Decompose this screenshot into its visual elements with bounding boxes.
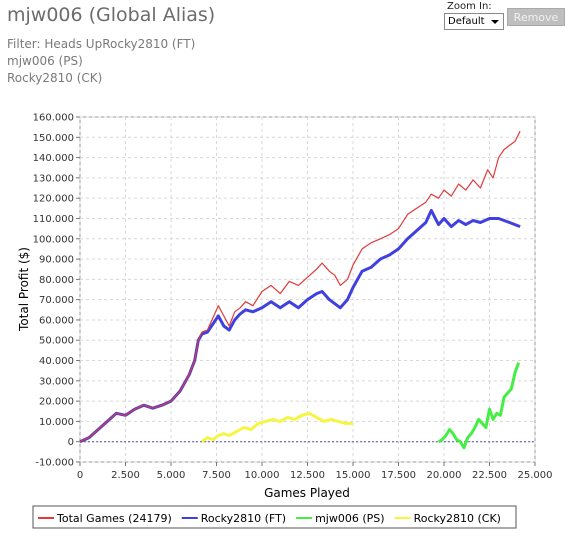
y-tick-label: 70.000 [39,295,74,306]
chevron-down-icon [491,20,499,24]
filter-line-3: Rocky2810 (CK) [7,71,103,85]
y-tick-label: 10.000 [39,417,74,428]
y-tick-label: 140.000 [33,153,74,164]
y-tick-label: 20.000 [39,397,74,408]
x-tick-label: 7.500 [202,470,231,481]
x-tick-label: 20.000 [427,470,462,481]
filter-line-1: Filter: Heads UpRocky2810 (FT) [7,37,196,51]
legend: Total Games (24179) Rocky2810 (FT) mjw006 … [38,512,501,525]
y-tick-label: 100.000 [33,234,74,245]
x-tick-label: 15.000 [336,470,371,481]
series-line [437,362,521,450]
y-axis-label: Total Profit ($) [17,247,31,332]
x-tick-label: 10.000 [245,470,280,481]
y-tick-label: 0 [68,437,74,448]
plot-area [79,116,536,463]
legend-box [32,505,517,529]
legend-label: Rocky2810 (FT) [201,512,286,525]
series-lines [79,130,535,450]
y-tick-label: 150.000 [33,133,74,144]
x-tick-label: 0 [77,470,83,481]
y-tick-label: 160.000 [33,113,74,124]
remove-button[interactable]: Remove [507,8,565,26]
axis-ticks: 0 2.500 5.000 7.500 10.000 12.500 15.000 17.500… [33,113,553,482]
grid-lines [79,116,536,463]
x-tick-label: 2.500 [111,470,140,481]
series-line [201,411,353,443]
y-tick-label: 40.000 [39,356,74,367]
y-tick-label: 50.000 [39,336,74,347]
x-tick-label: 22.500 [472,470,507,481]
x-tick-label: 17.500 [381,470,416,481]
y-tick-label: 60.000 [39,315,74,326]
y-tick-label: -10.000 [35,458,74,469]
zoom-select-value: Default [448,16,485,27]
y-tick-label: 110.000 [33,214,74,225]
filter-line-2: mjw006 (PS) [7,54,83,68]
zoom-label: Zoom In: [447,1,492,12]
x-axis-label: Games Played [264,486,350,500]
x-tick-label: 25.000 [518,470,553,481]
series-line [79,130,521,443]
y-tick-label: 90.000 [39,255,74,266]
legend-label: Total Games (24179) [56,512,172,525]
page-title: mjw006 (Global Alias) [7,4,216,26]
x-tick-label: 12.500 [290,470,325,481]
y-tick-label: 130.000 [33,173,74,184]
legend-label: Rocky2810 (CK) [414,512,501,525]
legend-label: mjw006 (PS) [315,512,384,525]
zoom-select[interactable]: Default [444,13,504,30]
x-tick-label: 5.000 [157,470,186,481]
y-tick-label: 30.000 [39,376,74,387]
y-tick-label: 120.000 [33,194,74,205]
y-tick-label: 80.000 [39,275,74,286]
